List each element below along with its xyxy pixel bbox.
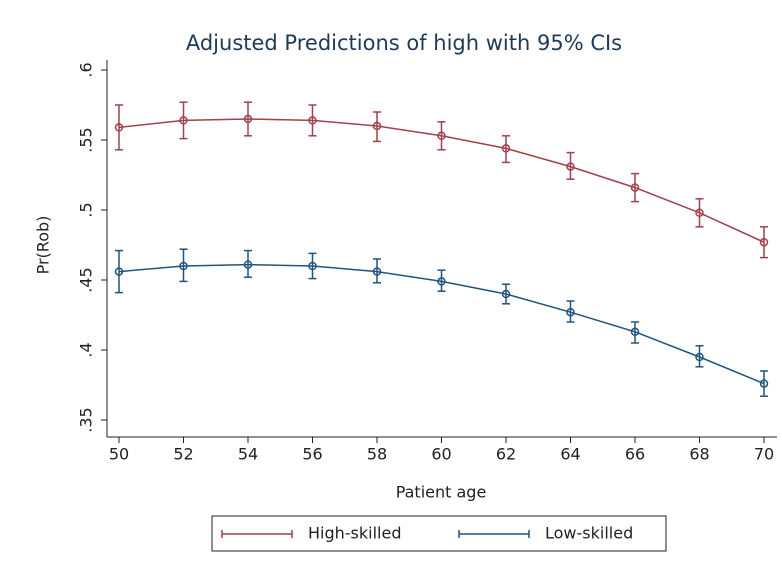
point-marker [114, 267, 124, 276]
error-bar [695, 345, 704, 368]
error-bar [566, 151, 575, 180]
x-tick-label: 68 [689, 445, 709, 464]
y-tick-label: .6 [77, 62, 96, 77]
x-tick-label: 52 [173, 445, 193, 464]
y-tick-label: .55 [77, 127, 96, 152]
point-marker [372, 267, 382, 276]
point-marker [179, 116, 188, 125]
error-bar [179, 248, 188, 283]
point-marker [566, 162, 575, 171]
error-bar [695, 198, 704, 228]
y-tick-label: .4 [77, 342, 96, 357]
point-marker [501, 144, 511, 153]
point-marker [630, 183, 640, 192]
point-marker [308, 116, 317, 125]
x-tick-label: 64 [560, 445, 580, 464]
error-bar [760, 370, 768, 397]
point-marker [243, 114, 253, 124]
x-tick-label: 62 [496, 445, 516, 464]
x-tick-label: 58 [367, 445, 387, 464]
error-bar [373, 111, 381, 143]
x-axis-label: Patient age [396, 483, 487, 502]
error-bar [179, 101, 188, 140]
x-tick-label: 56 [302, 445, 322, 464]
point-marker [695, 352, 704, 362]
point-marker [566, 307, 575, 317]
error-bar [115, 104, 123, 151]
error-bar [244, 101, 252, 137]
error-bar [566, 300, 575, 323]
x-tick-label: 66 [625, 445, 645, 464]
legend-label: High-skilled [308, 524, 401, 543]
point-marker [501, 289, 511, 299]
error-bar [502, 135, 510, 164]
y-tick-label: .5 [77, 202, 96, 217]
point-marker [308, 261, 317, 271]
error-bar [631, 172, 639, 203]
legend-label: Low-skilled [545, 524, 633, 543]
error-bar [373, 258, 381, 284]
error-bar [437, 121, 446, 151]
y-axis-label: Pr(Rob) [34, 216, 53, 275]
point-marker [114, 123, 124, 132]
error-bar [308, 104, 317, 137]
y-tick-label: .35 [77, 407, 96, 432]
y-tick-label: .45 [77, 267, 96, 292]
chart-title: Adjusted Predictions of high with 95% CI… [186, 31, 622, 55]
error-bar [437, 269, 446, 292]
error-bar [760, 226, 768, 259]
point-marker [179, 261, 188, 271]
point-marker [759, 379, 769, 388]
point-marker [437, 131, 446, 141]
error-bar [115, 249, 123, 294]
x-tick-label: 50 [109, 445, 129, 464]
point-marker [695, 208, 704, 218]
point-marker [759, 237, 769, 247]
x-tick-label: 54 [238, 445, 258, 464]
point-marker [630, 327, 640, 337]
point-marker [243, 260, 253, 269]
x-tick-label: 70 [754, 445, 774, 464]
error-bar [244, 249, 252, 278]
x-tick-label: 60 [431, 445, 451, 464]
error-bar [631, 321, 639, 344]
error-bar [502, 283, 510, 305]
point-marker [437, 277, 446, 286]
error-bar [308, 252, 317, 280]
point-marker [372, 121, 382, 131]
